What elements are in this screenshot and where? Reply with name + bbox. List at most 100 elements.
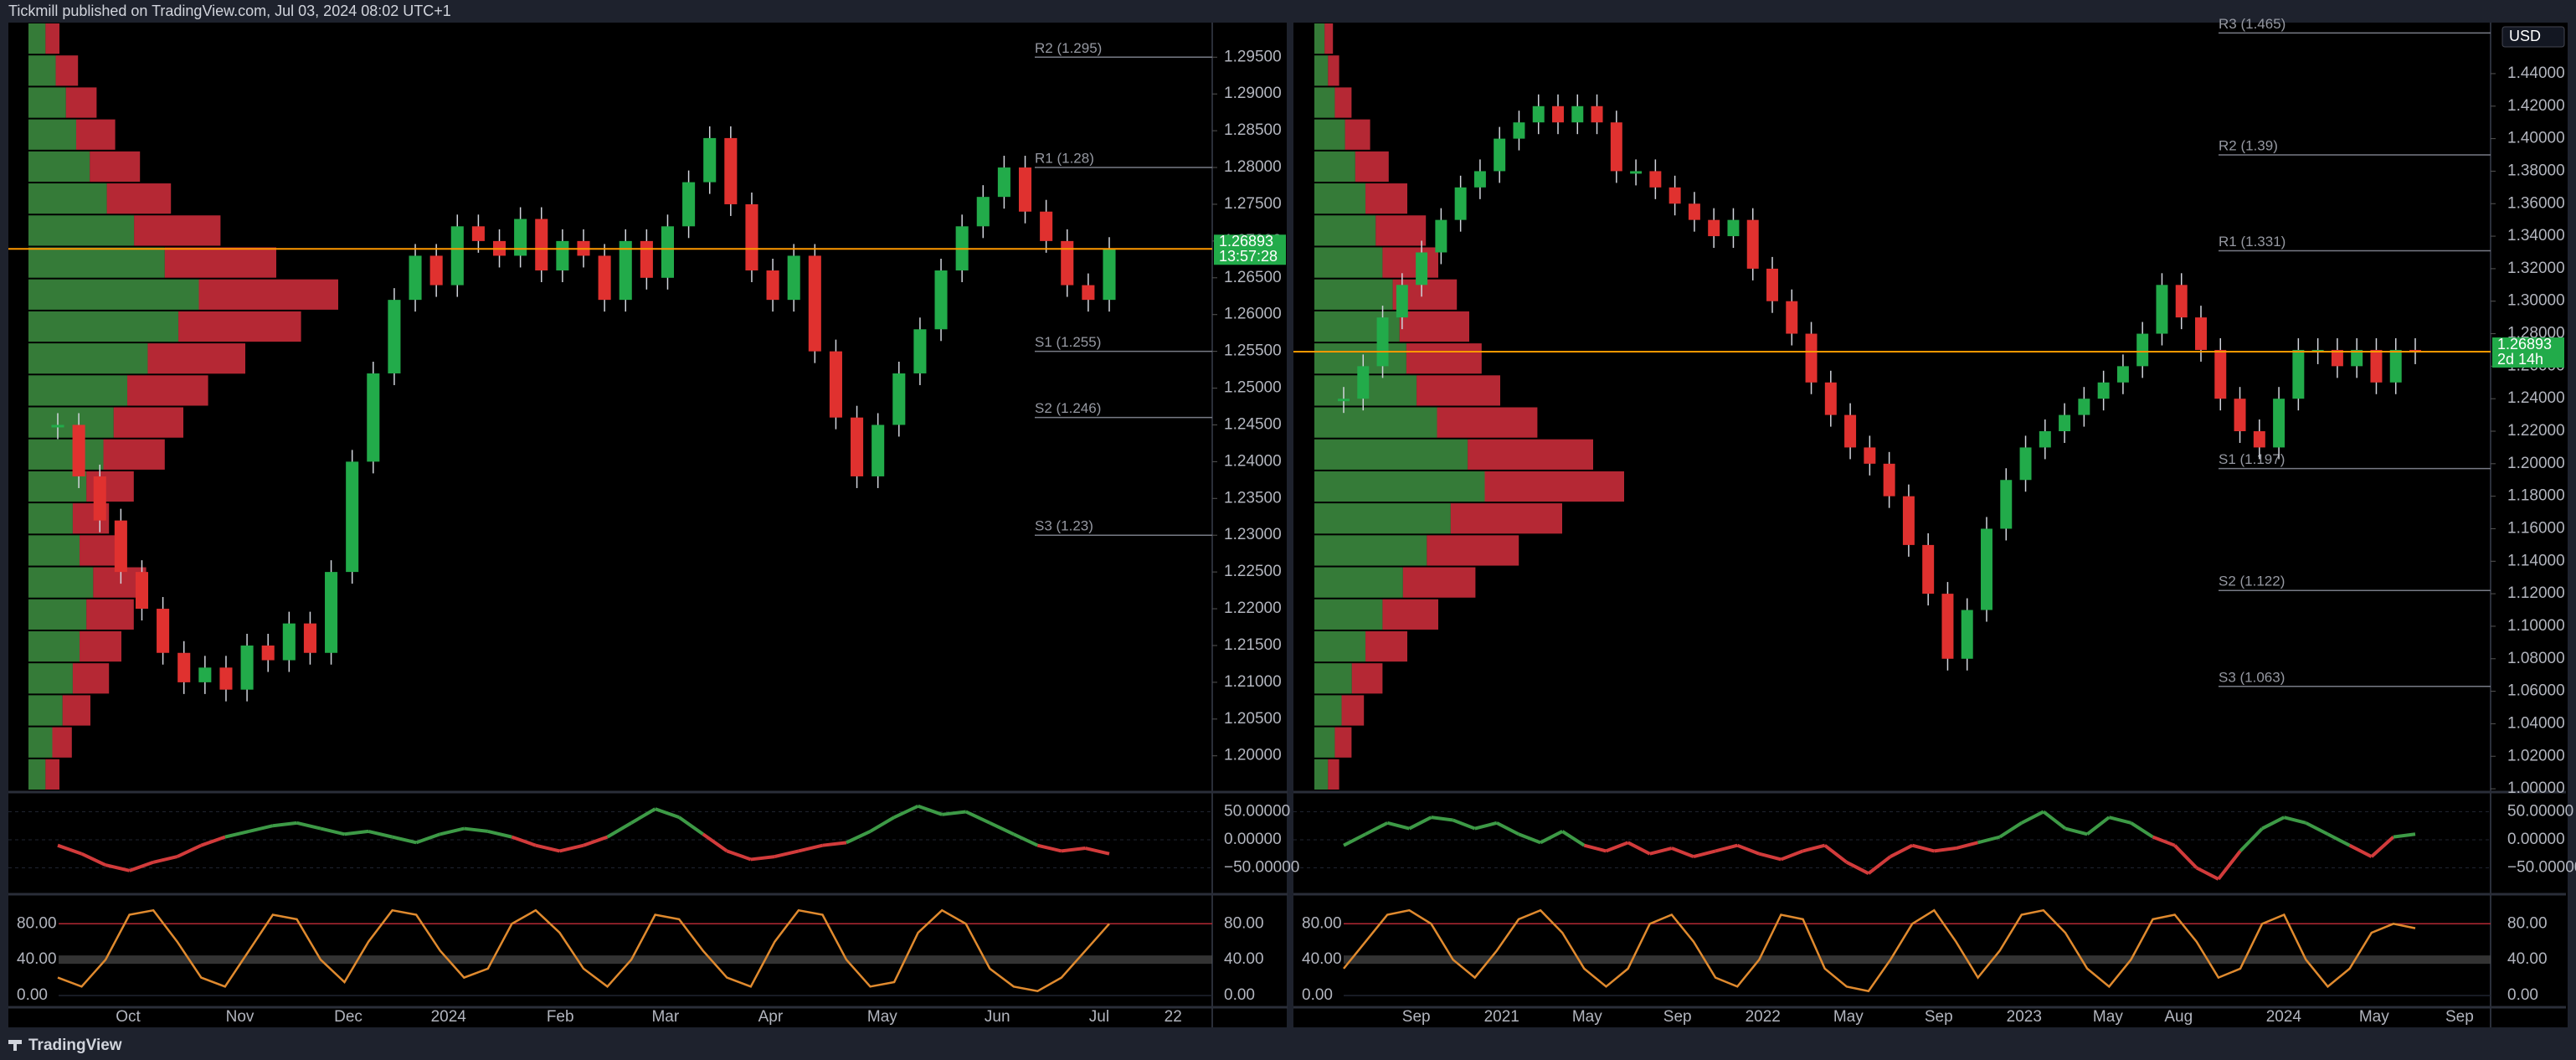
volume-profile-bar-sell bbox=[1328, 759, 1339, 790]
candle bbox=[976, 197, 990, 227]
osc-segment bbox=[989, 821, 1015, 836]
stoch-tick-label: 0.00 bbox=[2507, 986, 2538, 1004]
candle bbox=[2389, 349, 2402, 383]
volume-profile-bar-sell bbox=[1324, 23, 1334, 54]
osc-segment bbox=[846, 830, 872, 845]
osc-segment bbox=[2305, 821, 2329, 836]
volume-profile-bar bbox=[28, 727, 53, 758]
osc-segment bbox=[1934, 846, 1956, 853]
candle bbox=[282, 623, 296, 661]
volume-profile-bar bbox=[1314, 439, 1468, 470]
osc-segment bbox=[1408, 816, 1432, 831]
osc-segment bbox=[1365, 821, 1389, 836]
volume-profile-bar-sell bbox=[178, 311, 301, 342]
volume-profile-bar bbox=[28, 407, 114, 438]
osc-segment bbox=[726, 849, 752, 862]
time-label: Sep bbox=[1925, 1008, 1953, 1026]
volume-profile-bar-sell bbox=[1399, 311, 1469, 342]
candle bbox=[303, 623, 316, 653]
candle bbox=[93, 476, 106, 521]
pivot-label: R3 (1.465) bbox=[2219, 16, 2285, 32]
volume-profile-bar-sell bbox=[72, 663, 110, 694]
osc-tick-label: −50.00000 bbox=[2507, 859, 2576, 877]
osc-segment bbox=[702, 832, 728, 853]
candle bbox=[346, 461, 359, 573]
osc-segment bbox=[869, 816, 896, 833]
volume-profile-bar bbox=[1314, 630, 1366, 662]
stoch-tick-label-left: 80.00 bbox=[17, 914, 57, 932]
price-tick-label: 1.23500 bbox=[1224, 489, 1282, 507]
price-tick-label: 1.24000 bbox=[1224, 452, 1282, 470]
price-tick-label: 1.28000 bbox=[1224, 158, 1282, 176]
osc-segment bbox=[2108, 816, 2131, 825]
candle bbox=[1746, 219, 1759, 269]
osc-segment bbox=[1998, 821, 2023, 839]
volume-profile-bar bbox=[28, 535, 80, 566]
time-label: Sep bbox=[2445, 1008, 2474, 1026]
price-tick-label: 1.24000 bbox=[2507, 389, 2565, 407]
osc-segment bbox=[2042, 810, 2067, 831]
candle bbox=[388, 300, 401, 373]
candle bbox=[1494, 138, 1506, 172]
candle bbox=[997, 167, 1010, 198]
stoch-tick-label: 40.00 bbox=[2507, 950, 2548, 968]
price-tick-label: 1.25500 bbox=[1224, 342, 1282, 360]
volume-profile-bar bbox=[28, 279, 199, 310]
candle bbox=[1591, 105, 1603, 123]
volume-profile-bar-sell bbox=[1484, 471, 1624, 502]
volume-profile-bar-sell bbox=[1345, 119, 1370, 150]
osc-segment bbox=[2283, 816, 2306, 825]
price-tick-label: 1.02000 bbox=[2507, 747, 2565, 764]
volume-profile-bar-sell bbox=[147, 343, 245, 374]
volume-profile-bar-sell bbox=[65, 87, 97, 118]
osc-segment bbox=[2261, 816, 2285, 831]
time-label: Jun bbox=[985, 1008, 1010, 1026]
volume-profile-bar bbox=[28, 343, 148, 374]
osc-segment bbox=[941, 810, 966, 816]
price-tag bbox=[2492, 337, 2564, 368]
volume-profile-bar-sell bbox=[1334, 87, 1352, 118]
volume-profile-bar-sell bbox=[1382, 599, 1438, 630]
osc-segment bbox=[2239, 827, 2264, 852]
volume-profile-bar-sell bbox=[1355, 151, 1389, 183]
osc-segment bbox=[1386, 821, 1410, 831]
candle bbox=[1844, 414, 1857, 448]
volume-profile-bar bbox=[28, 183, 107, 214]
time-label: 2021 bbox=[1484, 1008, 1519, 1026]
osc-segment bbox=[1715, 843, 1738, 853]
stoch-tick-label: 0.00 bbox=[1224, 986, 1255, 1004]
candle bbox=[1941, 594, 1954, 659]
candle bbox=[1883, 463, 1895, 497]
osc-segment bbox=[1583, 843, 1607, 853]
candle bbox=[1649, 171, 1662, 188]
volume-profile-bar bbox=[28, 471, 87, 502]
volume-profile-bar bbox=[1314, 407, 1437, 438]
candle bbox=[1357, 366, 1370, 399]
osc-segment bbox=[750, 855, 775, 862]
candle bbox=[1610, 122, 1622, 172]
candle bbox=[872, 425, 885, 476]
candle bbox=[1786, 301, 1798, 334]
price-tick-label: 1.00000 bbox=[2507, 780, 2565, 797]
osc-segment bbox=[798, 843, 823, 853]
price-tick-label: 1.25000 bbox=[1224, 379, 1282, 397]
candle bbox=[1082, 285, 1095, 301]
osc-segment bbox=[630, 807, 656, 825]
price-tick-label: 1.22000 bbox=[1224, 599, 1282, 617]
volume-profile-bar bbox=[28, 247, 165, 278]
osc-segment bbox=[152, 855, 178, 864]
volume-profile-bar-sell bbox=[1437, 407, 1538, 438]
volume-profile-bar bbox=[1314, 503, 1451, 534]
candle bbox=[1532, 105, 1545, 123]
candle bbox=[724, 137, 738, 204]
volume-profile-bar bbox=[1314, 87, 1335, 118]
osc-segment bbox=[1627, 841, 1651, 856]
volume-profile-bar-sell bbox=[1365, 183, 1407, 214]
candle bbox=[2370, 349, 2383, 383]
price-tick-label: 1.18000 bbox=[2507, 487, 2565, 505]
osc-segment bbox=[654, 807, 680, 820]
candle bbox=[619, 240, 632, 301]
volume-profile-bar-sell bbox=[127, 375, 208, 406]
price-tick-label: 1.34000 bbox=[2507, 227, 2565, 244]
osc-segment bbox=[320, 826, 346, 836]
